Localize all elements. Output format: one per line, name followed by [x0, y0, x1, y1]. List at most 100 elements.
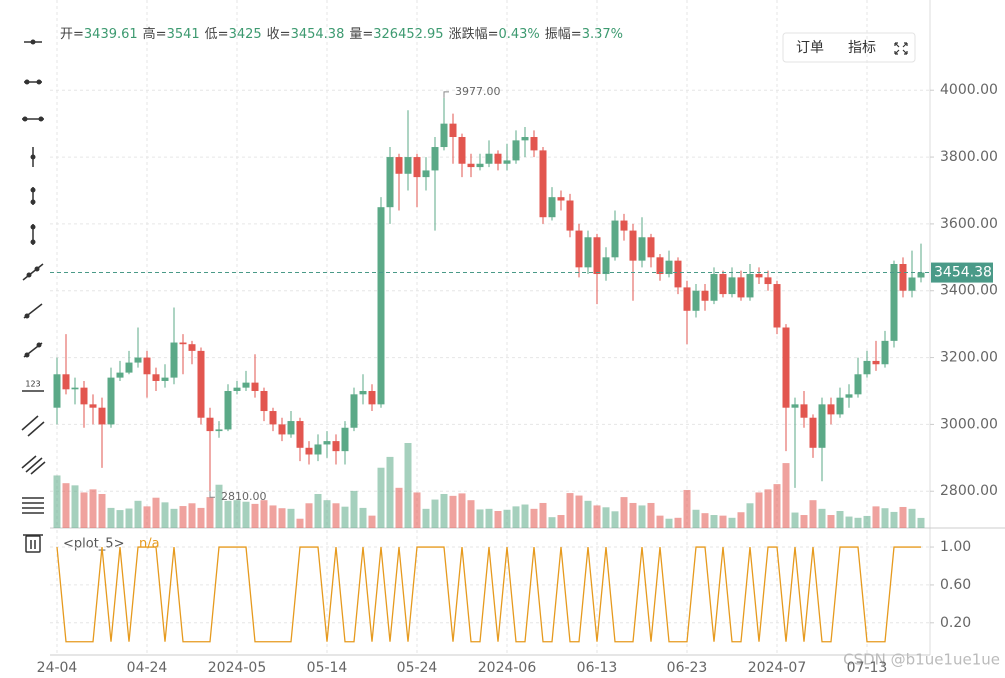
volume-bar [422, 508, 430, 528]
volume-bar [449, 495, 457, 528]
candle-body [611, 220, 619, 258]
volume-bar [773, 484, 781, 528]
candle-body [755, 274, 763, 278]
candle-body [467, 163, 475, 168]
tool-delete[interactable] [23, 534, 43, 553]
volume-bar [800, 515, 808, 528]
header-value: 3439.61 [84, 27, 138, 42]
volume-bar [287, 508, 295, 528]
candle-body [143, 357, 151, 375]
min-marker [209, 491, 215, 498]
volume-bar [764, 489, 772, 528]
y-tick-label: 3400.00 [940, 283, 998, 299]
candle-body [656, 257, 664, 275]
candle-body [242, 382, 250, 388]
candle-body [485, 153, 493, 164]
candle-body [449, 123, 457, 138]
header-label: 低= [205, 27, 229, 42]
volume-bar [323, 500, 331, 528]
volume-bar [899, 506, 907, 528]
volume-bar [548, 517, 556, 528]
candle-body [260, 390, 268, 412]
volume-bar [269, 505, 277, 528]
last-price-box [931, 262, 993, 283]
candle-body [188, 344, 196, 351]
volume-bar [863, 515, 871, 528]
candle-body [431, 147, 439, 171]
volume-bar [566, 493, 574, 528]
candle-body [836, 397, 844, 415]
indicator-name: <plot_5> [63, 537, 124, 552]
candle-body [296, 421, 304, 448]
volume-bar [692, 509, 700, 528]
volume-bar [530, 508, 538, 528]
volume-bar [341, 506, 349, 528]
min-label: 2810.00 [221, 490, 267, 503]
volume-bar [107, 507, 115, 528]
header-value: 0.43% [498, 27, 539, 42]
volume-bar [512, 506, 520, 528]
candle-body [341, 427, 349, 452]
tool-line[interactable] [23, 342, 43, 358]
candle-body [350, 394, 358, 428]
last-price-label: 3454.38 [934, 265, 992, 281]
candle-body [323, 441, 331, 445]
tool-fib[interactable] [22, 497, 44, 514]
candle-body [521, 137, 529, 141]
candle-body [494, 153, 502, 164]
y-tick-label: 4000.00 [940, 82, 998, 98]
tool-channel[interactable] [21, 455, 46, 475]
volume-bar [143, 506, 151, 528]
tool-price-line[interactable]: 123 [22, 380, 44, 392]
y-tick-label: 1.00 [940, 539, 971, 555]
x-tick-label: 06-23 [667, 660, 708, 676]
indicator-line [56, 546, 921, 643]
candle-body [827, 404, 835, 415]
header-value: 3454.38 [291, 27, 345, 42]
candle-body [152, 374, 160, 381]
volume-bar [386, 456, 394, 528]
candle-body [602, 257, 610, 275]
volume-bar [809, 500, 817, 528]
candle-body [791, 404, 799, 408]
tool-horizontal-ray[interactable] [24, 39, 42, 45]
candle-body [719, 274, 727, 295]
tool-parallel[interactable] [21, 415, 45, 437]
volume-bar [431, 499, 439, 528]
tool-vertical-segment[interactable] [30, 187, 36, 205]
tool-horizontal-line[interactable] [22, 116, 44, 122]
tool-vertical-ray[interactable] [30, 147, 36, 167]
candle-body [233, 387, 241, 391]
y-tick-label: 3000.00 [940, 416, 998, 432]
x-tick-label: 05-14 [307, 660, 348, 676]
tool-trend-line[interactable] [22, 263, 44, 281]
order-button[interactable]: 订单 [796, 40, 824, 56]
indicator-button[interactable]: 指标 [848, 40, 876, 56]
tool-vertical-line[interactable] [30, 224, 36, 245]
volume-bar [305, 503, 313, 528]
x-tick-label: 2024-06 [478, 660, 537, 676]
tool-segment[interactable] [24, 79, 42, 85]
fullscreen-button[interactable] [894, 42, 908, 55]
volume-bar [836, 511, 844, 528]
candle-body [575, 230, 583, 268]
volume-bar [854, 517, 862, 528]
volume-bar [350, 490, 358, 528]
candle-body [332, 441, 340, 452]
volume-bar [728, 517, 736, 528]
volume-bar [89, 489, 97, 528]
candle-body [287, 421, 295, 435]
candle-body [584, 237, 592, 268]
toolbox-frame [782, 32, 916, 63]
header-label: 开= [60, 27, 84, 42]
grid [50, 0, 930, 655]
candle-body [683, 287, 691, 311]
candle-body [134, 357, 142, 363]
volume-bar [782, 463, 790, 528]
candle-body [62, 374, 70, 390]
tool-ray[interactable] [23, 303, 43, 319]
volume-bar [467, 500, 475, 528]
volume-bar [746, 503, 754, 528]
x-tick-label: 06-13 [577, 660, 618, 676]
candle-body [764, 277, 772, 285]
